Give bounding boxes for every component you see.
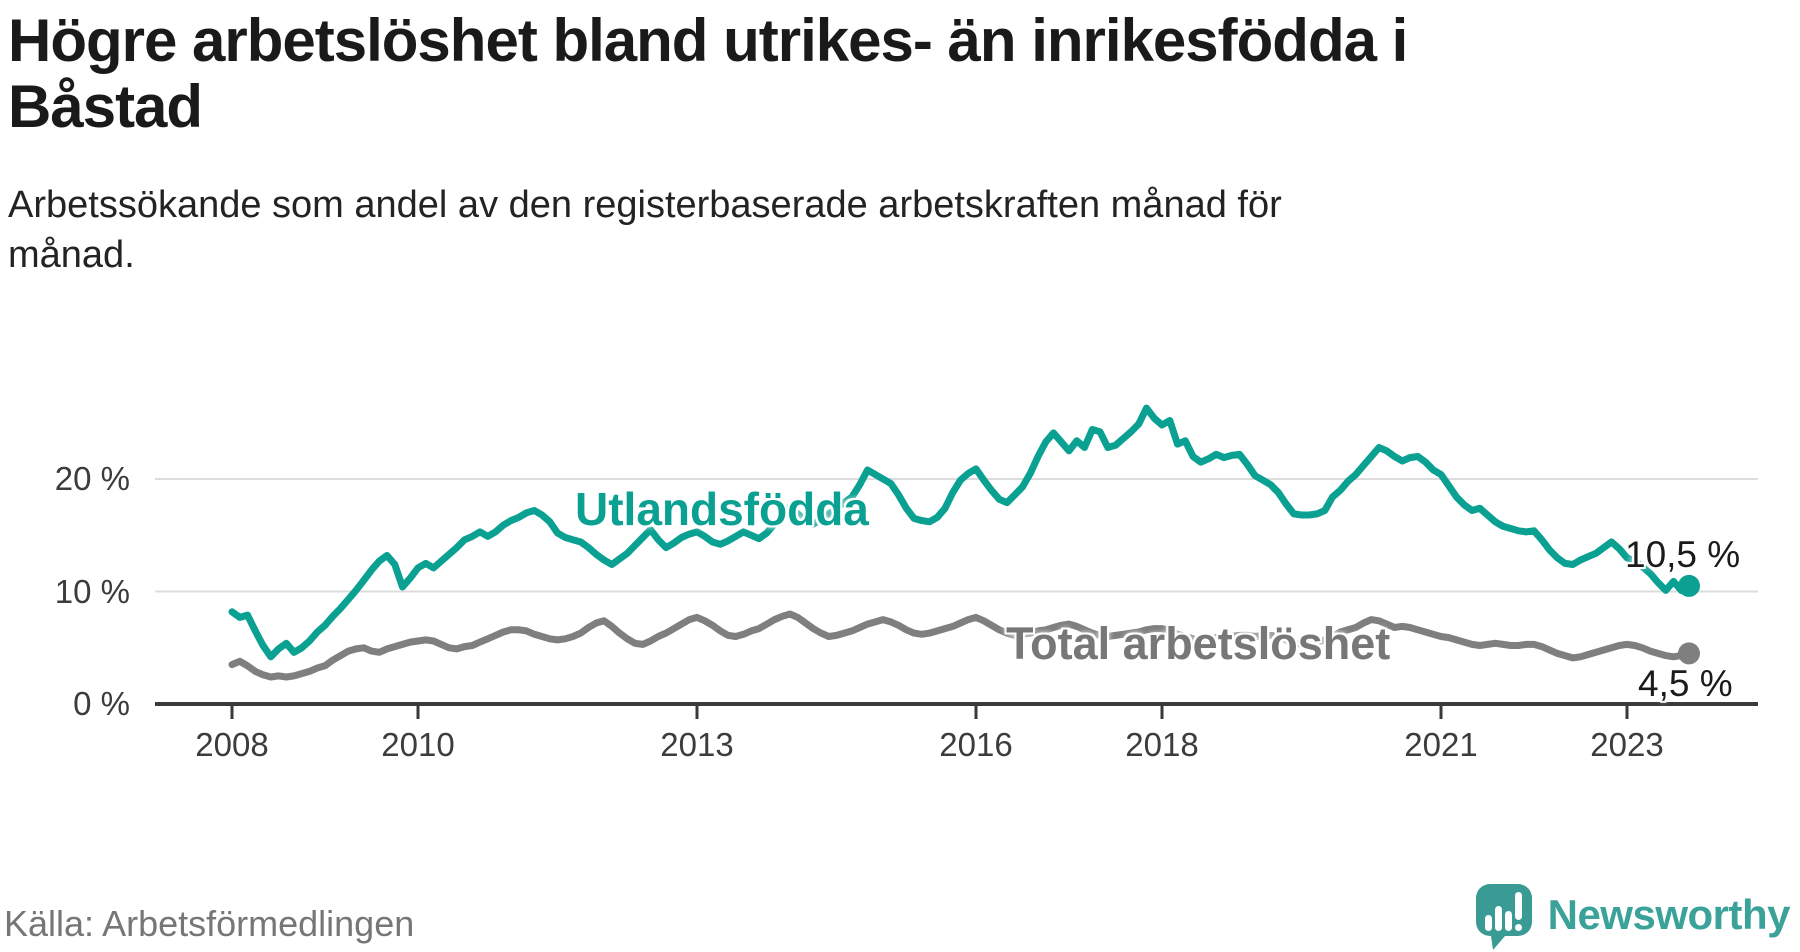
page-title-line-2: Båstad	[8, 73, 203, 140]
series-line-total-arbetsloshet	[228, 610, 1693, 681]
brand-name: Newsworthy	[1547, 891, 1791, 938]
page-title: Högre arbetslöshet bland utrikes- än inr…	[8, 7, 1408, 140]
newsworthy-logo: Newsworthy	[1475, 884, 1791, 952]
series-lines	[228, 404, 1700, 681]
page-title-line-1: Högre arbetslöshet bland utrikes- än inr…	[8, 7, 1408, 74]
page-subtitle: Arbetssökande som andel av den registerb…	[8, 180, 1282, 280]
newsworthy-speech-bubble-bar-chart-icon	[1475, 884, 1532, 950]
gridlines	[155, 478, 1758, 593]
series-end-dot-utlandsfodda	[1678, 574, 1700, 597]
page-subtitle-line-1: Arbetssökande som andel av den registerb…	[8, 184, 1282, 226]
series-end-dot-total-arbetsloshet	[1678, 642, 1700, 665]
x-axis-ticks	[230, 704, 1629, 719]
page-subtitle-line-2: månad.	[8, 234, 135, 276]
source-note: Källa: Arbetsförmedlingen	[4, 903, 415, 944]
series-line-utlandsfodda	[228, 404, 1693, 661]
